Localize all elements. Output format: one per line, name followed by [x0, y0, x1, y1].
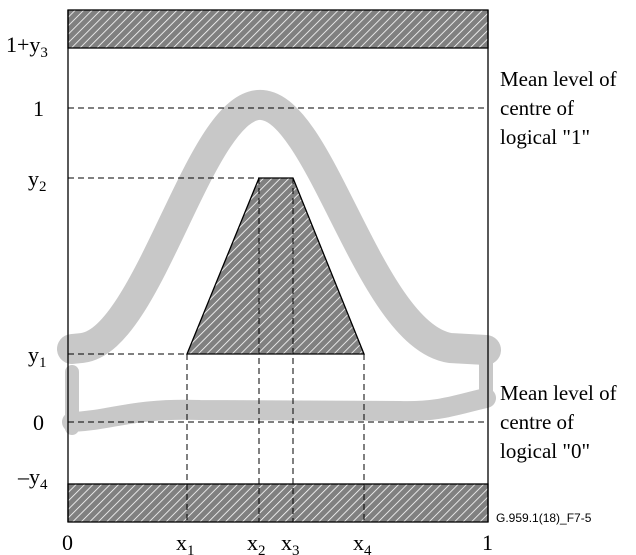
y-label-zero: 0: [33, 410, 44, 435]
svg-text:logical "1": logical "1": [500, 125, 590, 149]
x-label-x3: x3: [281, 530, 300, 555]
y-label-bottom: –y4: [17, 464, 48, 493]
x-label-end: 1: [482, 530, 493, 555]
svg-text:centre of: centre of: [500, 96, 574, 120]
annotation-logical-zero: Mean level of centre of logical "0": [500, 381, 617, 463]
x-label-start: 0: [62, 530, 73, 555]
svg-text:centre of: centre of: [500, 410, 574, 434]
svg-text:logical "0": logical "0": [500, 439, 590, 463]
svg-text:Mean level of: Mean level of: [500, 67, 617, 91]
y-label-y2: y2: [28, 166, 47, 195]
y-label-one: 1: [33, 96, 44, 121]
x-label-x2: x2: [247, 530, 266, 555]
svg-text:Mean level of: Mean level of: [500, 381, 617, 405]
annotation-logical-one: Mean level of centre of logical "1": [500, 67, 617, 149]
upper-mask-region: [67, 9, 489, 49]
x-label-x4: x4: [353, 530, 372, 555]
x-label-x1: x1: [176, 530, 195, 555]
y-label-top: 1+y3: [6, 32, 48, 61]
eye-trace-band: [57, 90, 501, 435]
lower-mask-region: [67, 483, 489, 523]
y-label-y1: y1: [28, 342, 47, 371]
figure-id: G.959.1(18)_F7-5: [496, 511, 592, 525]
